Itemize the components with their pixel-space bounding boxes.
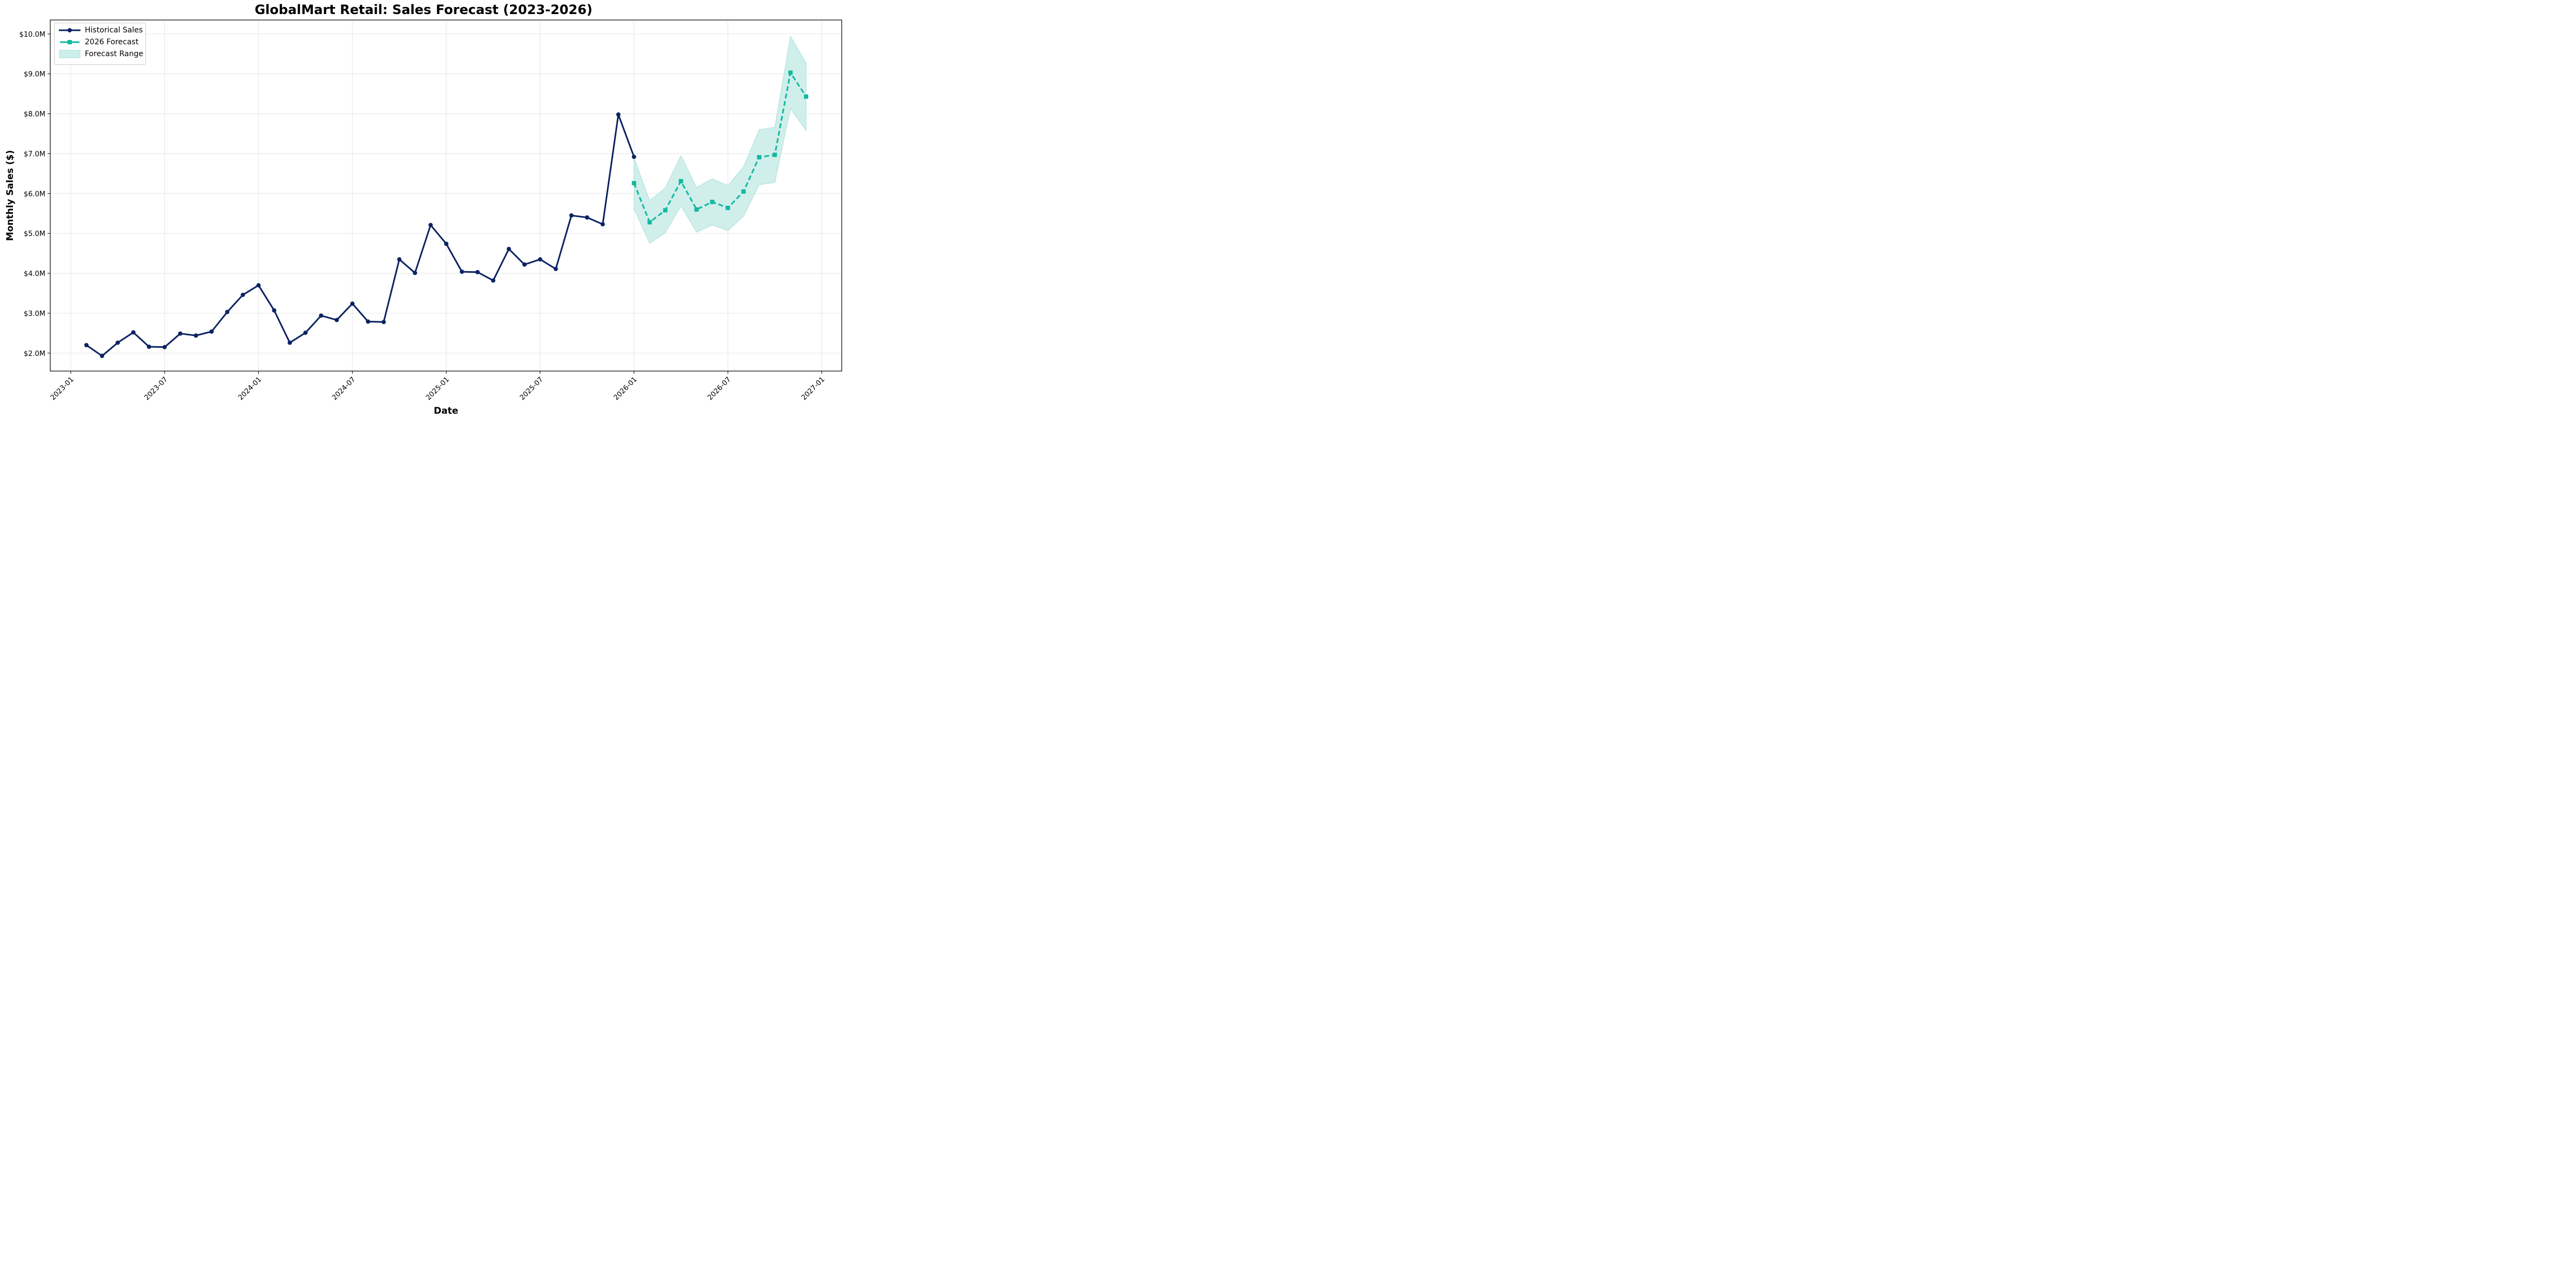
chart-plot: $2.0M $3.0M $4.0M $5.0M $6.0M $7.0M $8.0M $9.0M… [5,19,842,416]
chart-title: GlobalMart Retail: Sales Forecast (2023-… [254,2,593,17]
x-tick-label: 2025-01 [425,375,451,402]
x-tick-label: 2026-01 [612,375,639,402]
y-tick-label: $10.0M [19,31,45,39]
x-tick-label: 2023-01 [49,375,76,402]
y-tick-label: $9.0M [24,71,45,79]
forecast-line [633,70,807,224]
forecast-data-point [710,199,715,204]
historical-data-point [381,320,386,325]
forecast-data-point [773,152,777,157]
plot-frame [50,19,842,372]
historical-data-point [209,329,214,334]
historical-data-point [272,308,277,313]
forecast-range-swatch-icon [59,50,81,58]
historical-data-point [569,213,574,218]
y-tick-label: $5.0M [24,230,45,238]
chart-figure: GlobalMart Retail: Sales Forecast (2023-… [0,0,847,423]
historical-data-point [99,353,104,358]
historical-data-point [146,344,151,349]
historical-data-point [240,292,245,297]
forecast-data-point [726,205,730,210]
x-tick-label: 2024-07 [331,375,357,402]
y-axis-label: Monthly Sales ($) [5,150,16,241]
y-tick-label: $3.0M [24,310,45,318]
y-tick-label: $8.0M [24,111,45,119]
legend-label: 2026 Forecast [85,38,139,46]
historical-data-point [491,278,495,283]
legend-item-historical: Historical Sales [55,24,145,36]
forecast-data-point [694,207,699,212]
historical-data-point [444,241,448,246]
historical-data-point [538,257,542,262]
historical-line-marker-icon [59,26,81,35]
historical-sales-line [86,113,635,357]
forecast-data-point [632,181,636,186]
x-tick-label: 2027-01 [800,375,827,402]
historical-data-point [428,223,433,227]
historical-data-point [585,215,589,220]
legend-item-forecast: 2026 Forecast [55,36,145,48]
historical-data-point [366,319,371,324]
y-tick-label: $7.0M [24,150,45,158]
historical-data-point [553,266,558,271]
forecast-data-point [741,189,746,194]
historical-data-point [459,270,464,274]
legend-item-range: Forecast Range [55,48,145,60]
x-tick-label: 2024-01 [237,375,263,402]
historical-data-point [303,331,308,335]
legend-label: Historical Sales [85,26,143,35]
historical-data-point [193,333,198,338]
y-tick-label: $2.0M [24,350,45,358]
historical-data-point [162,345,167,349]
forecast-data-point [663,208,668,213]
forecast-data-point [757,155,762,160]
historical-data-point [115,340,120,345]
historical-data-point [350,301,355,306]
forecast-data-point [788,70,793,75]
x-tick-label: 2026-07 [706,375,733,402]
legend-label: Forecast Range [85,50,144,58]
historical-data-point [225,309,230,314]
historical-data-point [178,331,183,336]
historical-data-point [319,313,324,318]
historical-data-point [600,222,605,227]
historical-data-point [84,342,89,347]
historical-data-point [616,112,621,117]
historical-data-point [632,154,636,159]
historical-data-point [256,283,261,288]
historical-data-point [506,246,511,251]
historical-data-point [131,330,136,335]
historical-data-point [475,270,480,274]
x-axis-label: Date [434,406,458,416]
chart-legend: Historical Sales 2026 Forecast Forecast … [54,23,146,65]
historical-data-point [397,257,402,262]
historical-data-point [334,318,339,322]
y-tick-label: $6.0M [24,190,45,198]
forecast-range-band [634,35,807,244]
historical-data-point [287,340,292,345]
y-tick-label: $4.0M [24,270,45,278]
forecast-data-point [647,220,652,225]
forecast-data-point [804,94,809,99]
x-tick-label: 2023-07 [143,375,170,402]
historical-data-point [413,271,418,275]
forecast-data-point [679,179,683,184]
forecast-line-marker-icon [59,38,81,46]
historical-data-point [522,262,527,267]
x-tick-label: 2025-07 [519,375,545,402]
